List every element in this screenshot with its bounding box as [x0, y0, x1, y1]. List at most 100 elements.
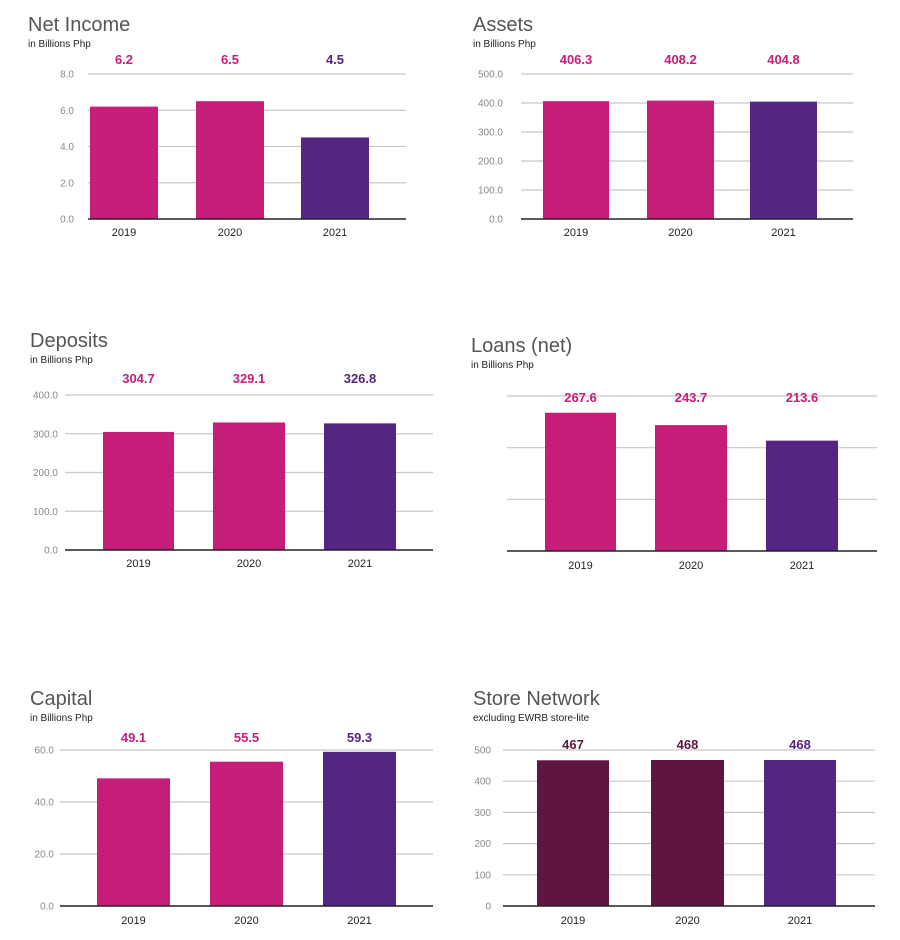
- chart-title: Loans (net): [471, 335, 573, 357]
- y-tick-label: 200: [474, 839, 491, 850]
- bar: [323, 751, 396, 906]
- x-tick-label: 2020: [675, 915, 699, 927]
- data-label: 406.3: [560, 52, 593, 67]
- chart-subtitle: in Billions Php: [30, 355, 93, 366]
- bar: [750, 101, 817, 219]
- x-tick-label: 2019: [126, 558, 150, 570]
- y-tick-label: 60.0: [35, 746, 55, 757]
- y-tick-label: 0: [485, 902, 491, 913]
- y-tick-label: 200.0: [33, 468, 58, 479]
- bar: [655, 425, 727, 551]
- x-tick-label: 2020: [679, 560, 703, 572]
- bar: [97, 778, 170, 906]
- y-tick-label: 0.0: [489, 215, 503, 226]
- y-tick-label: 40.0: [35, 798, 55, 809]
- data-label: 4.5: [326, 52, 344, 67]
- bar-chart-assets: 0.0 100.0 200.0 300.0 400.0 500.0 406.3 2019 408…: [478, 52, 853, 239]
- y-tick-label: 400.0: [478, 99, 503, 110]
- y-tick-label: 300.0: [478, 128, 503, 139]
- data-label: 468: [677, 737, 699, 752]
- y-tick-label: 500.0: [478, 70, 503, 81]
- chart-subtitle: in Billions Php: [473, 39, 536, 50]
- data-label: 59.3: [347, 730, 372, 745]
- bar: [213, 422, 285, 550]
- bar-chart-store-network: 0 100 200 300 400 500 467 2019 468 2020 468 2021: [474, 737, 875, 927]
- x-tick-label: 2021: [790, 560, 814, 572]
- data-label: 404.8: [767, 52, 800, 67]
- chart-panel-capital: Capital in Billions Php 0.0 20.0 40.0 60.0 4…: [30, 688, 450, 938]
- x-tick-label: 2019: [121, 915, 145, 927]
- chart-panel-store-network: Store Network excluding EWRB store-lite …: [473, 688, 893, 938]
- chart-title: Deposits: [30, 330, 108, 352]
- data-label: 267.6: [564, 390, 597, 405]
- data-label: 213.6: [786, 390, 819, 405]
- chart-panel-net-income: Net Income in Billions Php 0.0 2.0 4.0 6.0 8…: [28, 14, 448, 264]
- x-tick-label: 2021: [347, 915, 371, 927]
- y-tick-label: 0.0: [60, 215, 74, 226]
- x-tick-label: 2021: [348, 558, 372, 570]
- chart-title: Net Income: [28, 14, 131, 36]
- x-tick-label: 2019: [561, 915, 585, 927]
- y-tick-label: 0.0: [40, 902, 54, 913]
- bar: [324, 423, 396, 550]
- x-tick-label: 2020: [234, 915, 258, 927]
- x-tick-label: 2020: [237, 558, 261, 570]
- y-tick-label: 400.0: [33, 391, 58, 402]
- bar-chart-deposits: 0.0 100.0 200.0 300.0 400.0 304.7 2019 329.1 202…: [33, 371, 433, 570]
- data-label: 329.1: [233, 371, 266, 386]
- bar: [103, 431, 174, 550]
- data-label: 326.8: [344, 371, 377, 386]
- x-tick-label: 2020: [218, 227, 242, 239]
- bar: [543, 101, 609, 219]
- data-label: 6.2: [115, 52, 133, 67]
- chart-panel-deposits: Deposits in Billions Php 0.0 100.0 200.0 30…: [30, 330, 450, 580]
- bar: [301, 137, 369, 219]
- y-tick-label: 4.0: [60, 142, 74, 153]
- chart-subtitle: in Billions Php: [30, 713, 93, 724]
- y-tick-label: 500: [474, 746, 491, 757]
- y-tick-label: 2.0: [60, 178, 74, 189]
- x-tick-label: 2019: [568, 560, 592, 572]
- bar: [196, 101, 264, 219]
- bar: [766, 440, 838, 551]
- y-tick-label: 20.0: [35, 850, 55, 861]
- bar: [764, 759, 836, 906]
- bar: [545, 412, 616, 551]
- x-tick-label: 2021: [771, 227, 795, 239]
- y-tick-label: 300.0: [33, 429, 58, 440]
- y-tick-label: 6.0: [60, 106, 74, 117]
- chart-subtitle: excluding EWRB store-lite: [473, 713, 590, 724]
- x-tick-label: 2020: [668, 227, 692, 239]
- chart-title: Store Network: [473, 688, 600, 710]
- bar: [537, 760, 609, 906]
- y-tick-label: 300: [474, 808, 491, 819]
- y-tick-label: 100.0: [33, 507, 58, 518]
- y-tick-label: 200.0: [478, 157, 503, 168]
- data-label: 55.5: [234, 730, 259, 745]
- bar: [90, 106, 158, 219]
- data-label: 6.5: [221, 52, 239, 67]
- data-label: 243.7: [675, 390, 708, 405]
- data-label: 468: [789, 737, 811, 752]
- data-label: 467: [562, 737, 584, 752]
- x-tick-label: 2021: [788, 915, 812, 927]
- chart-subtitle: in Billions Php: [28, 39, 91, 50]
- x-tick-label: 2021: [323, 227, 347, 239]
- data-label: 304.7: [122, 371, 155, 386]
- bar: [210, 761, 283, 906]
- data-label: 49.1: [121, 730, 146, 745]
- y-tick-label: 100: [474, 870, 491, 881]
- bar-chart-loans: 267.6 2019 243.7 2020 213.6 2021: [507, 390, 877, 572]
- data-label: 408.2: [664, 52, 697, 67]
- bar: [651, 759, 724, 906]
- chart-title: Assets: [473, 14, 534, 36]
- chart-panel-assets: Assets in Billions Php 0.0 100.0 200.0 300.…: [473, 14, 893, 264]
- chart-title: Capital: [30, 688, 93, 710]
- x-tick-label: 2019: [564, 227, 588, 239]
- y-tick-label: 100.0: [478, 186, 503, 197]
- bar-chart-net-income: 0.0 2.0 4.0 6.0 8.0 6.2 2019 6.5 2020 4.5 2021: [60, 52, 406, 239]
- x-tick-label: 2019: [112, 227, 136, 239]
- y-tick-label: 400: [474, 777, 491, 788]
- chart-panel-loans: Loans (net) in Billions Php 267.6 2019 243…: [471, 335, 891, 585]
- bar: [647, 100, 714, 219]
